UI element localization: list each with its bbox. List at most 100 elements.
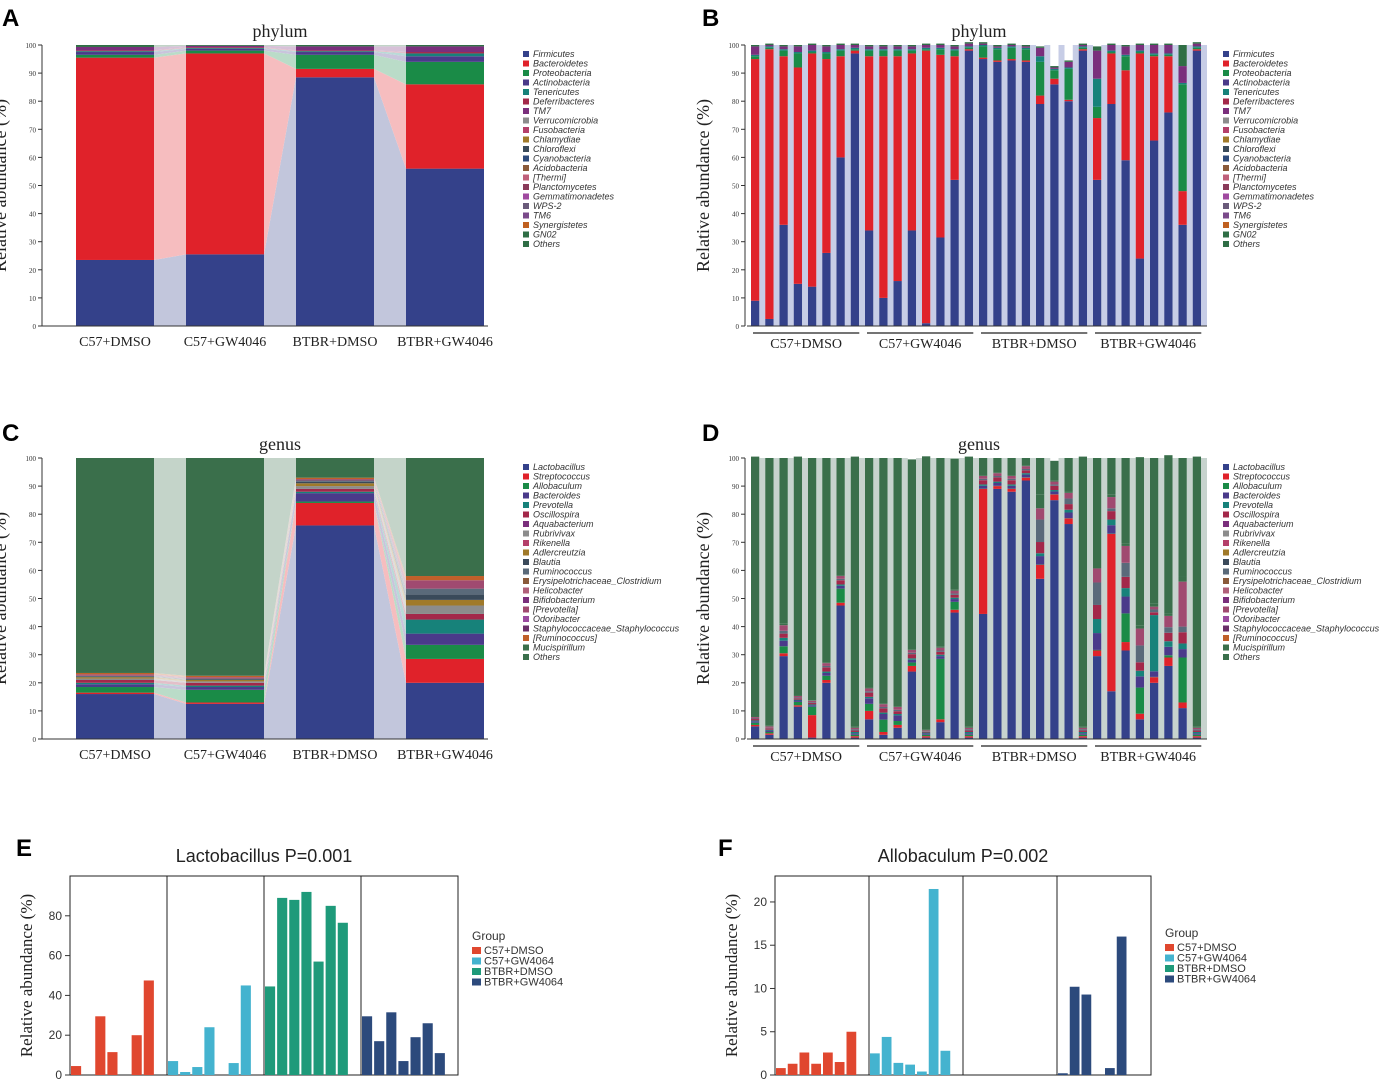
bar (325, 905, 336, 1075)
bar-segment (950, 601, 959, 610)
legend-swatch (523, 193, 529, 200)
bar-segment (1064, 99, 1073, 102)
flow-ribbon (374, 502, 406, 683)
y-tick-label: 100 (26, 455, 37, 463)
bar-segment (836, 584, 845, 586)
y-tick-label: 0 (55, 1068, 62, 1079)
bar-segment (922, 731, 931, 733)
bar-segment (879, 50, 888, 57)
bar-segment (836, 585, 845, 589)
bar-segment (793, 45, 803, 47)
bar-segment (1107, 494, 1116, 498)
bar-segment (406, 588, 484, 595)
bar-segment (296, 46, 374, 51)
gap-band (1129, 458, 1136, 739)
legend-label: Bacteroides (1233, 491, 1281, 501)
bar-segment (993, 481, 1002, 484)
bar-segment (76, 672, 154, 675)
legend-label: Rikenella (1233, 538, 1270, 548)
bar-segment (922, 50, 931, 324)
bar-segment (893, 458, 902, 707)
legend-label: Staphylococcaceae_Staphylococcus (533, 624, 680, 634)
bar-segment (993, 477, 1002, 482)
bar-segment (1036, 47, 1045, 57)
bar-segment (893, 49, 902, 51)
legend-swatch (1223, 521, 1229, 527)
bar-segment (1164, 53, 1173, 55)
gap-band (944, 45, 951, 326)
bar-segment (950, 458, 959, 590)
legend-label: [Thermi] (532, 173, 567, 183)
bar-segment (964, 733, 974, 735)
legend-swatch (1223, 473, 1229, 480)
flow-ribbon (264, 48, 296, 53)
gap-band (901, 458, 908, 739)
gap-band (787, 45, 794, 326)
legend-label: Tenericutes (1233, 87, 1280, 97)
bar-segment (936, 45, 945, 48)
legend-label: Prevotella (533, 500, 573, 510)
legend-swatch (1223, 231, 1229, 238)
legend-swatch (523, 521, 529, 527)
flow-ribbon (264, 525, 296, 739)
bar-segment (1064, 68, 1073, 100)
bar-segment (779, 46, 788, 50)
y-tick-label: 70 (29, 539, 37, 547)
bar-segment (950, 590, 959, 594)
bar-segment (296, 488, 374, 492)
legend-label: Proteobacteria (1233, 68, 1292, 78)
gap-band (1044, 45, 1051, 326)
gap-band (830, 45, 837, 326)
y-tick-label: 0 (736, 736, 740, 744)
bar-segment (1078, 49, 1088, 51)
bar-segment (1164, 54, 1173, 57)
bar-segment (765, 46, 774, 48)
legend-label: Streptococcus (1233, 472, 1291, 482)
bar-segment (1178, 82, 1187, 85)
bar (168, 1061, 179, 1075)
legend-label: C57+GW4064 (1177, 953, 1247, 965)
bar-segment (865, 458, 874, 688)
legend-swatch (523, 60, 529, 67)
legend-label: Rubrivivax (533, 529, 576, 539)
y-tick-label: 40 (29, 211, 37, 219)
bar-segment (964, 730, 974, 732)
bar-segment (296, 52, 374, 55)
bar-segment (850, 737, 860, 739)
bar-segment (1192, 49, 1202, 51)
bar-segment (1150, 615, 1159, 672)
legend-label: BTBR+DMSO (484, 966, 553, 978)
bar-segment (850, 53, 860, 327)
bar-segment (836, 157, 845, 326)
legend-label: Erysipelotrichaceae_Clostridium (1233, 576, 1362, 586)
flow-ribbon (374, 488, 406, 620)
legend-label: Bacteroides (533, 491, 581, 501)
bar-segment (751, 717, 760, 719)
bar-segment (893, 45, 902, 47)
bar-segment (936, 47, 945, 50)
y-tick-label: 50 (29, 596, 37, 604)
bar-segment (1135, 662, 1145, 671)
bar-segment (893, 727, 902, 739)
bar (1116, 936, 1127, 1075)
bar-segment (993, 46, 1002, 48)
bar (374, 1041, 385, 1075)
legend-swatch (523, 155, 529, 162)
bar (362, 1016, 373, 1075)
bar-segment (922, 730, 931, 732)
bar (277, 897, 288, 1075)
bar-segment (1050, 67, 1059, 69)
bar-segment (1150, 609, 1159, 613)
bar-segment (936, 651, 945, 655)
flow-ribbon (264, 77, 296, 326)
legend-swatch (472, 978, 481, 986)
legend-genus: LactobacillusStreptococcusAllobaculumBac… (523, 462, 680, 662)
bar-segment (1036, 95, 1045, 105)
bar-segment (1107, 525, 1116, 534)
bar-segment (922, 737, 931, 739)
bar-segment (751, 722, 760, 725)
gap-band (987, 45, 994, 326)
bar-segment (1064, 498, 1073, 505)
flow-ribbon (264, 47, 296, 52)
bar-segment (979, 45, 988, 47)
